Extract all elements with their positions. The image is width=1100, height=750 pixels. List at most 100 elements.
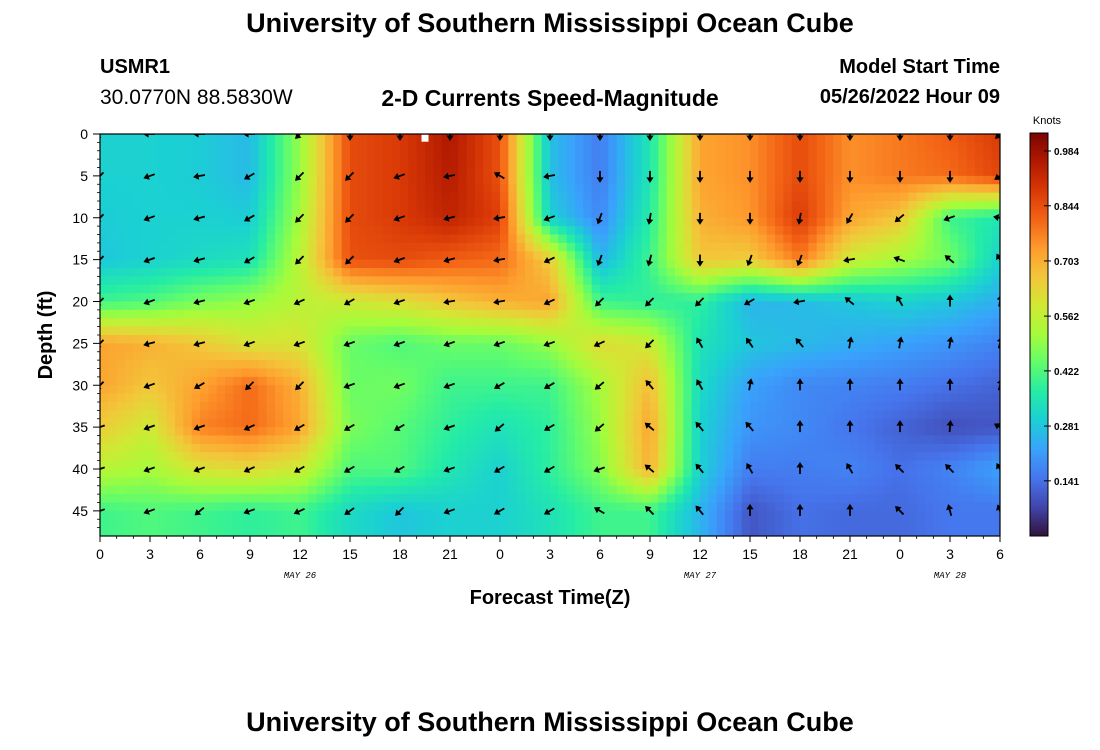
heatmap-cell: [166, 226, 176, 236]
heatmap-cell: [983, 510, 993, 520]
heatmap-cell: [283, 460, 293, 470]
heatmap-cell: [858, 393, 868, 403]
heatmap-cell: [333, 209, 343, 219]
heatmap-cell: [900, 284, 909, 294]
heatmap-cell: [375, 351, 384, 361]
heatmap-cell: [858, 435, 868, 445]
heatmap-cell: [891, 469, 901, 478]
heatmap-cell: [141, 192, 151, 202]
heatmap-cell: [450, 142, 459, 152]
heatmap-cell: [641, 427, 651, 437]
heatmap-cell: [433, 510, 443, 520]
heatmap-cell: [916, 485, 926, 495]
heatmap-cell: [775, 217, 784, 227]
heatmap-cell: [966, 502, 976, 512]
heatmap-cell: [791, 276, 801, 286]
heatmap-cell: [341, 343, 351, 353]
heatmap-cell: [458, 251, 468, 261]
heatmap-cell: [325, 217, 334, 227]
heatmap-cell: [225, 284, 234, 294]
heatmap-cell: [641, 159, 651, 169]
heatmap-cell: [883, 276, 893, 286]
heatmap-cell: [991, 192, 1000, 202]
heatmap-cell: [683, 259, 693, 269]
heatmap-cell: [475, 268, 484, 277]
heatmap-cell: [458, 226, 468, 236]
heatmap-cell: [450, 469, 459, 478]
heatmap-cell: [583, 284, 593, 294]
heatmap-cell: [850, 443, 859, 453]
heatmap-cell: [691, 175, 701, 185]
heatmap-cell: [675, 234, 684, 244]
heatmap-cell: [875, 368, 884, 378]
heatmap-cell: [933, 477, 943, 487]
heatmap-cell: [541, 360, 551, 370]
heatmap-cell: [658, 410, 668, 420]
heatmap-cell: [883, 443, 893, 453]
heatmap-cell: [358, 293, 368, 303]
heatmap-cell: [833, 318, 843, 328]
heatmap-cell: [950, 284, 959, 294]
heatmap-cell: [516, 226, 526, 236]
heatmap-cell: [441, 502, 451, 512]
heatmap-cell: [550, 259, 559, 269]
heatmap-cell: [233, 351, 243, 361]
heatmap-cell: [216, 460, 226, 470]
heatmap-cell: [216, 402, 226, 411]
heatmap-cell: [391, 368, 401, 378]
heatmap-cell: [175, 519, 184, 529]
heatmap-cell: [108, 443, 118, 453]
heatmap-cell: [108, 301, 118, 311]
heatmap-cell: [575, 326, 584, 336]
heatmap-cell: [833, 301, 843, 311]
heatmap-cell: [858, 276, 868, 286]
heatmap-cell: [283, 293, 293, 303]
heatmap-cell: [400, 142, 409, 152]
heatmap-cell: [791, 167, 801, 177]
heatmap-cell: [908, 343, 918, 353]
heatmap-cell: [900, 150, 909, 160]
heatmap-cell: [750, 402, 759, 411]
heatmap-cell: [625, 477, 634, 487]
heatmap-cell: [358, 469, 368, 478]
heatmap-cell: [258, 276, 268, 286]
heatmap-cell: [183, 335, 193, 344]
heatmap-cell: [266, 519, 276, 529]
heatmap-cell: [383, 259, 393, 269]
heatmap-cell: [183, 284, 193, 294]
heatmap-cell: [275, 469, 284, 478]
heatmap-cell: [825, 301, 834, 311]
heatmap-cell: [608, 343, 618, 353]
heatmap-cell: [483, 418, 493, 428]
heatmap-cell: [116, 410, 126, 420]
heatmap-cell: [200, 469, 209, 478]
heatmap-cell: [458, 326, 468, 336]
heatmap-cell: [891, 360, 901, 370]
heatmap-cell: [616, 159, 626, 169]
heatmap-cell: [908, 175, 918, 185]
heatmap-cell: [533, 134, 543, 143]
heatmap-cell: [900, 402, 909, 411]
heatmap-cell: [958, 293, 968, 303]
heatmap-cell: [366, 343, 376, 353]
heatmap-cell: [283, 326, 293, 336]
heatmap-cell: [333, 510, 343, 520]
heatmap-cell: [875, 201, 884, 210]
heatmap-cell: [400, 192, 409, 202]
heatmap-cell: [133, 301, 143, 311]
heatmap-cell: [450, 209, 459, 219]
heatmap-cell: [508, 385, 518, 395]
heatmap-cell: [116, 485, 126, 495]
heatmap-cell: [216, 443, 226, 453]
heatmap-cell: [691, 217, 701, 227]
heatmap-cell: [291, 477, 301, 487]
heatmap-cell: [625, 418, 634, 428]
heatmap-cell: [875, 293, 884, 303]
heatmap-cell: [383, 360, 393, 370]
heatmap-cell: [516, 134, 526, 143]
heatmap-cell: [575, 259, 584, 269]
heatmap-cell: [341, 460, 351, 470]
heatmap-cell: [375, 276, 384, 286]
heatmap-cell: [700, 251, 709, 261]
heatmap-cell: [550, 351, 559, 361]
